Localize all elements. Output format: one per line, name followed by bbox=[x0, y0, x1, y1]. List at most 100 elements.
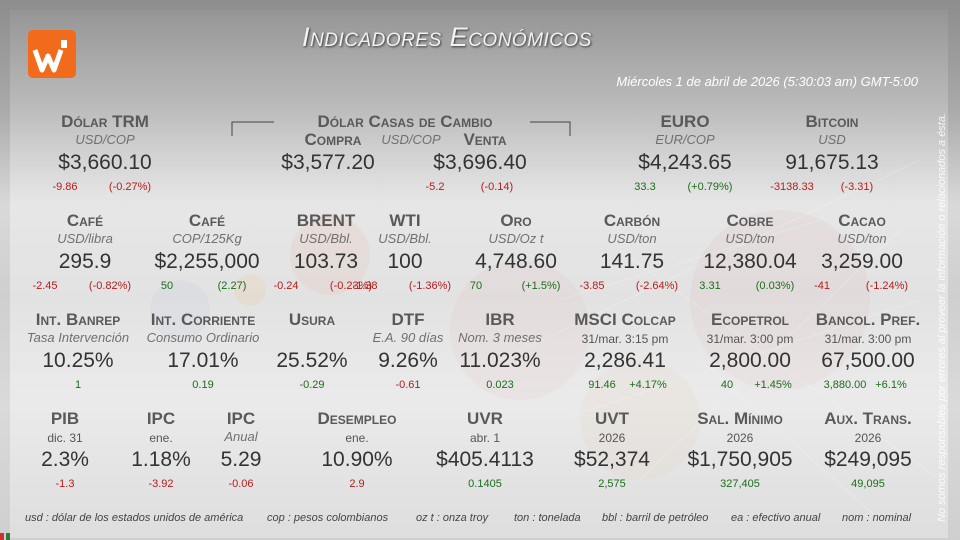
indicator-name: IPC bbox=[226, 409, 256, 428]
indicator-change: -2.45 bbox=[32, 280, 58, 292]
indicator-change: -0.06 bbox=[228, 478, 254, 490]
indicator-value: 91,675.13 bbox=[785, 151, 879, 174]
logo-plug bbox=[61, 40, 67, 48]
indicator-unit: USD/Bbl. bbox=[299, 231, 353, 246]
legend-item: ea : efectivo anual bbox=[731, 512, 821, 524]
indicator-unit: USD/COP bbox=[75, 132, 135, 147]
indicator-name: DTF bbox=[391, 310, 425, 329]
indicator-change: -0.61 bbox=[395, 379, 421, 391]
indicator-name: Carbón bbox=[603, 211, 661, 230]
buy-label: Compra bbox=[304, 130, 362, 149]
datetime: Miércoles 1 de abril de 2026 (5:30:03 am… bbox=[616, 74, 918, 89]
indicator-name: MSCI Colcap bbox=[574, 310, 676, 329]
indicator-value: 10.90% bbox=[321, 448, 393, 471]
indicator-unit: USD/ton bbox=[837, 231, 887, 246]
indicator-percent: (-0.27%) bbox=[108, 181, 152, 193]
indicator-date: ene. bbox=[149, 431, 173, 445]
indicator-value: 2,286.41 bbox=[584, 349, 666, 372]
indicator-date: abr. 1 bbox=[469, 431, 501, 445]
indicator-unit: Nom. 3 meses bbox=[458, 330, 542, 345]
indicator-unit: USD/COP bbox=[381, 132, 441, 147]
indicator-date: 2026 bbox=[598, 431, 626, 445]
indicator-unit: EUR/COP bbox=[655, 132, 715, 147]
indicator-name: Café bbox=[188, 211, 226, 230]
indicator-value: 3,259.00 bbox=[821, 250, 903, 273]
indicator-date: 31/mar. 3:15 pm bbox=[581, 332, 669, 346]
indicator-date: 31/mar. 3:00 pm bbox=[824, 332, 912, 346]
indicator-change: -3.85 bbox=[579, 280, 605, 292]
indicator-value: 11.023% bbox=[459, 349, 541, 372]
indicator-value: 141.75 bbox=[599, 250, 665, 273]
indicator-change: 2.9 bbox=[349, 478, 365, 490]
indicator-value: $4,243.65 bbox=[638, 151, 732, 174]
indicator-percent: (-0.82%) bbox=[88, 280, 132, 292]
indicator-date: dic. 31 bbox=[47, 431, 83, 445]
indicator-percent: (+1.5%) bbox=[521, 280, 561, 292]
indicator-change: -0.24 bbox=[273, 280, 299, 292]
indicator-name: Usura bbox=[288, 310, 336, 329]
legend-item: oz t : onza troy bbox=[416, 512, 489, 524]
indicator-value: 17.01% bbox=[167, 349, 239, 372]
indicator-change: -0.29 bbox=[299, 379, 325, 391]
indicator-value: 2.3% bbox=[41, 448, 89, 471]
indicator-change: 70 bbox=[469, 280, 483, 292]
indicator-date: 2026 bbox=[854, 431, 882, 445]
sell-label: Venta bbox=[463, 130, 507, 149]
indicator-name: WTI bbox=[389, 211, 421, 230]
indicator-value: $2,255,000 bbox=[154, 250, 260, 273]
indicator-unit: USD/ton bbox=[725, 231, 775, 246]
indicator-percent: (-0.23%) bbox=[329, 280, 373, 292]
indicator-change: 91.46 bbox=[588, 379, 616, 391]
indicator-percent: (-1.24%) bbox=[865, 280, 909, 292]
indicator-change: 49,095 bbox=[851, 478, 885, 490]
indicator-change: -1.3 bbox=[55, 478, 75, 490]
indicator-date: 2026 bbox=[726, 431, 754, 445]
indicator-unit: Tasa Intervención bbox=[26, 330, 130, 345]
indicator-name: Desempleo bbox=[317, 409, 397, 428]
indicator-name: Int. Corriente bbox=[150, 310, 256, 329]
indicator-change: 50 bbox=[160, 280, 174, 292]
indicator-change: 2,575 bbox=[598, 478, 626, 490]
indicator-change: -5.2 bbox=[425, 181, 445, 193]
flag bbox=[0, 533, 4, 540]
indicator-change: -3.92 bbox=[148, 478, 174, 490]
title: Indicadores Económicos bbox=[302, 22, 592, 52]
bracket bbox=[231, 121, 571, 136]
indicator-percent: (0.03%) bbox=[755, 280, 795, 292]
panel bbox=[10, 10, 948, 538]
indicator-change: 0.023 bbox=[486, 379, 514, 391]
indicator-name: Café bbox=[66, 211, 104, 230]
indicator-value: 103.73 bbox=[293, 250, 359, 273]
indicator-unit: Consumo Ordinario bbox=[146, 330, 260, 345]
logo-mark bbox=[32, 49, 64, 73]
indicator-percent: +6.1% bbox=[875, 379, 907, 391]
indicator-unit: USD bbox=[818, 132, 846, 147]
indicator-name: UVT bbox=[595, 409, 629, 428]
indicator-change: 0.1405 bbox=[468, 478, 502, 490]
indicator-change: -1.38 bbox=[352, 280, 378, 292]
indicator-name: Dólar TRM bbox=[61, 112, 149, 131]
indicator-value: 9.26% bbox=[378, 349, 438, 372]
indicator-value: $249,095 bbox=[824, 448, 912, 471]
indicator-value: 2,800.00 bbox=[709, 349, 791, 372]
indicator-value: 25.52% bbox=[276, 349, 348, 372]
indicator-name: Ecopetrol bbox=[710, 310, 790, 329]
indicator-unit: USD/ton bbox=[607, 231, 657, 246]
indicator-date: 31/mar. 3:00 pm bbox=[706, 332, 794, 346]
indicator-change: -41 bbox=[814, 280, 830, 292]
indicator-change: 1 bbox=[74, 379, 82, 391]
buy-value: $3,577.20 bbox=[281, 151, 375, 174]
indicator-percent: (-2.64%) bbox=[635, 280, 679, 292]
indicator-percent: (+0.79%) bbox=[687, 181, 733, 193]
legend-item: bbl : barril de petróleo bbox=[602, 512, 709, 524]
indicator-name: Bancol. Pref. bbox=[815, 310, 921, 329]
indicator-unit: COP/125Kg bbox=[172, 231, 242, 246]
indicator-change: 40 bbox=[720, 379, 734, 391]
indicator-value: 1.18% bbox=[131, 448, 191, 471]
indicator-percent: +4.17% bbox=[629, 379, 667, 391]
indicator-change: 3.31 bbox=[699, 280, 721, 292]
indicator-unit: USD/libra bbox=[57, 231, 113, 246]
